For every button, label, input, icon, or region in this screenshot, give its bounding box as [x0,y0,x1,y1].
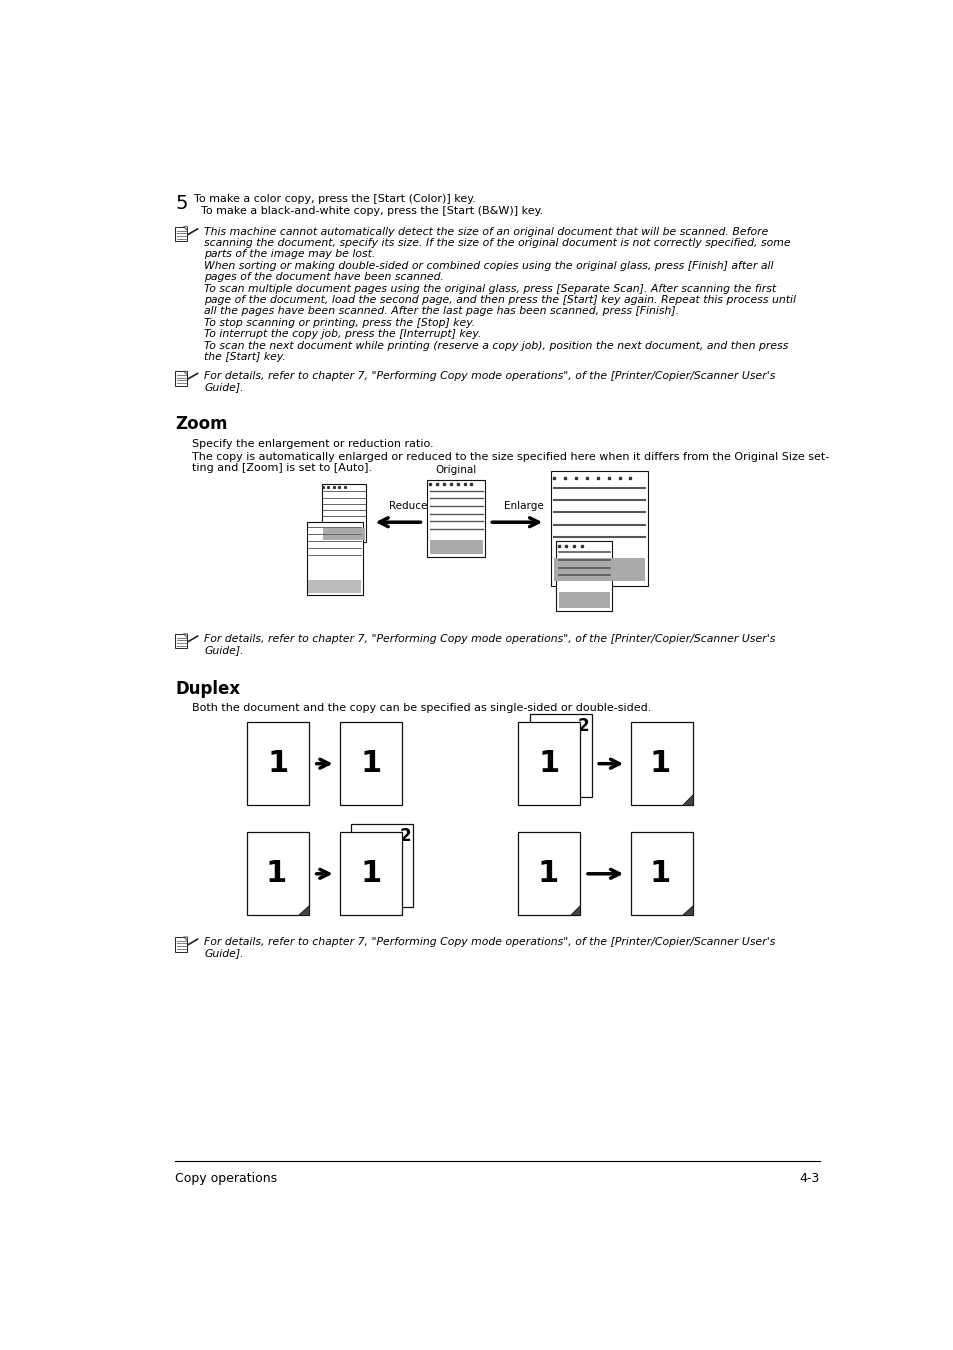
Bar [307,522,362,595]
Polygon shape [183,371,187,375]
Polygon shape [681,795,692,805]
Text: To interrupt the copy job, press the [Interrupt] key.: To interrupt the copy job, press the [In… [204,329,481,339]
Text: For details, refer to chapter 7, "Performing Copy mode operations", of the [Prin: For details, refer to chapter 7, "Perfor… [204,634,775,644]
Bar [554,559,644,582]
Bar [558,593,609,608]
Text: Original: Original [436,466,476,475]
Text: Zoom: Zoom [174,416,228,433]
Text: 1: 1 [537,860,558,888]
Bar [630,832,692,915]
Bar [174,937,187,952]
Text: parts of the image may be lost.: parts of the image may be lost. [204,250,375,259]
Text: all the pages have been scanned. After the last page has been scanned, press [Fi: all the pages have been scanned. After t… [204,306,679,316]
Bar [517,832,579,915]
Text: For details, refer to chapter 7, "Performing Copy mode operations", of the [Prin: For details, refer to chapter 7, "Perfor… [204,937,775,946]
Text: This machine cannot automatically detect the size of an original document that w: This machine cannot automatically detect… [204,227,768,236]
Bar [427,479,485,556]
Text: 1: 1 [266,860,287,888]
Bar [630,722,692,805]
Polygon shape [569,904,579,915]
Polygon shape [298,904,309,915]
Text: 1: 1 [360,749,381,778]
Text: Specify the enlargement or reduction ratio.: Specify the enlargement or reduction rat… [192,439,434,448]
Bar [174,634,187,648]
Text: Both the document and the copy can be specified as single-sided or double-sided.: Both the document and the copy can be sp… [192,703,651,713]
Bar [351,824,413,907]
Text: ting and [Zoom] is set to [Auto].: ting and [Zoom] is set to [Auto]. [192,463,372,472]
Polygon shape [196,636,198,637]
Bar [247,832,309,915]
Polygon shape [183,634,187,637]
Text: 1: 1 [538,749,559,778]
Text: Duplex: Duplex [174,680,240,698]
Text: 1: 1 [649,860,670,888]
Text: Reduce: Reduce [388,501,427,510]
Text: 1: 1 [267,749,289,778]
Text: 4-3: 4-3 [799,1172,819,1185]
Text: scanning the document, specify its size. If the size of the original document is: scanning the document, specify its size.… [204,238,790,248]
Bar [340,832,402,915]
Text: the [Start] key.: the [Start] key. [204,352,286,362]
Text: Copy operations: Copy operations [174,1172,277,1185]
Bar [174,227,187,242]
Polygon shape [196,938,198,941]
Text: To make a black-and-white copy, press the [Start (B&W)] key.: To make a black-and-white copy, press th… [201,205,543,216]
Bar [529,714,591,796]
Text: page of the document, load the second page, and then press the [Start] key again: page of the document, load the second pa… [204,296,796,305]
Text: Enlarge: Enlarge [504,501,543,510]
Text: 2: 2 [399,828,411,845]
Bar [323,528,365,540]
Bar [517,722,579,805]
Text: 5: 5 [174,194,188,213]
Bar [556,541,612,610]
Text: To scan the next document while printing (reserve a copy job), position the next: To scan the next document while printing… [204,340,788,351]
Text: To stop scanning or printing, press the [Stop] key.: To stop scanning or printing, press the … [204,317,476,328]
Bar [321,483,366,543]
Bar [174,371,187,386]
Text: Guide].: Guide]. [204,645,244,655]
Text: Guide].: Guide]. [204,382,244,393]
Bar [551,471,647,586]
Text: To scan multiple document pages using the original glass, press [Separate Scan].: To scan multiple document pages using th… [204,284,776,294]
Text: 1: 1 [360,860,381,888]
Bar [429,540,482,553]
Polygon shape [196,373,198,374]
Bar [247,722,309,805]
Bar [340,722,402,805]
Polygon shape [196,228,198,230]
Text: To make a color copy, press the [Start (Color)] key.: To make a color copy, press the [Start (… [193,194,475,204]
Text: 2: 2 [577,717,589,734]
Bar [308,580,360,593]
Text: When sorting or making double-sided or combined copies using the original glass,: When sorting or making double-sided or c… [204,261,773,271]
Text: pages of the document have been scanned.: pages of the document have been scanned. [204,273,444,282]
Polygon shape [183,227,187,231]
Polygon shape [183,937,187,941]
Text: For details, refer to chapter 7, "Performing Copy mode operations", of the [Prin: For details, refer to chapter 7, "Perfor… [204,371,775,381]
Text: 1: 1 [649,749,670,778]
Text: Guide].: Guide]. [204,948,244,958]
Polygon shape [681,904,692,915]
Text: The copy is automatically enlarged or reduced to the size specified here when it: The copy is automatically enlarged or re… [192,451,828,462]
